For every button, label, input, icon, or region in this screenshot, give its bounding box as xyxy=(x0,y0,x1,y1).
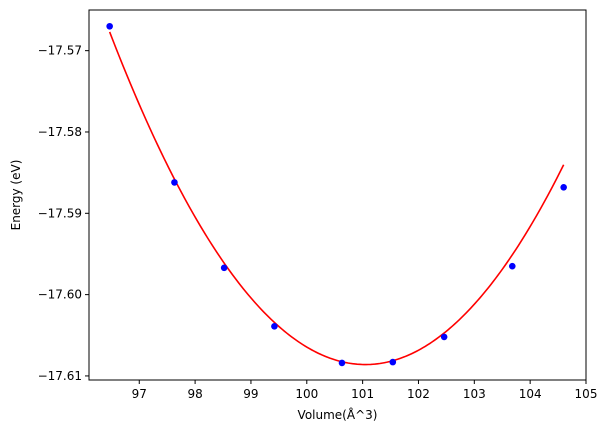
y-tick-label: −17.58 xyxy=(38,125,82,139)
x-tick-label: 99 xyxy=(243,387,258,401)
data-point xyxy=(171,179,178,186)
x-axis-label: Volume(Å^3) xyxy=(298,407,378,422)
data-point xyxy=(440,333,448,341)
data-point xyxy=(560,183,567,191)
y-tick-label: −17.59 xyxy=(38,206,82,220)
x-tick-label: 105 xyxy=(575,387,598,401)
x-tick-label: 101 xyxy=(351,387,374,401)
axes: 97 98 99 100 101 102 103 104 105 −17.57 −17.58 −17.… xyxy=(38,9,598,401)
x-tick-label: 104 xyxy=(519,387,542,401)
fit-curve-layer xyxy=(108,31,565,366)
x-tick-label: 98 xyxy=(187,387,202,401)
y-tick-label: −17.60 xyxy=(38,288,82,302)
data-point xyxy=(338,359,346,367)
data-point xyxy=(508,262,516,270)
y-tick-label: −17.57 xyxy=(38,44,82,58)
data-point xyxy=(271,323,278,330)
x-tick-label: 103 xyxy=(463,387,486,401)
x-tick-label: 102 xyxy=(407,387,430,401)
data-point xyxy=(220,264,228,272)
data-point xyxy=(106,22,113,30)
plot-frame xyxy=(88,9,587,381)
data-points-layer xyxy=(106,22,567,367)
x-tick-label: 100 xyxy=(295,387,318,401)
data-point xyxy=(389,358,397,366)
y-axis-label: Energy (eV) xyxy=(9,160,23,231)
fit-curve xyxy=(108,31,565,366)
x-tick-label: 97 xyxy=(132,387,147,401)
y-tick-label: −17.61 xyxy=(38,369,82,383)
